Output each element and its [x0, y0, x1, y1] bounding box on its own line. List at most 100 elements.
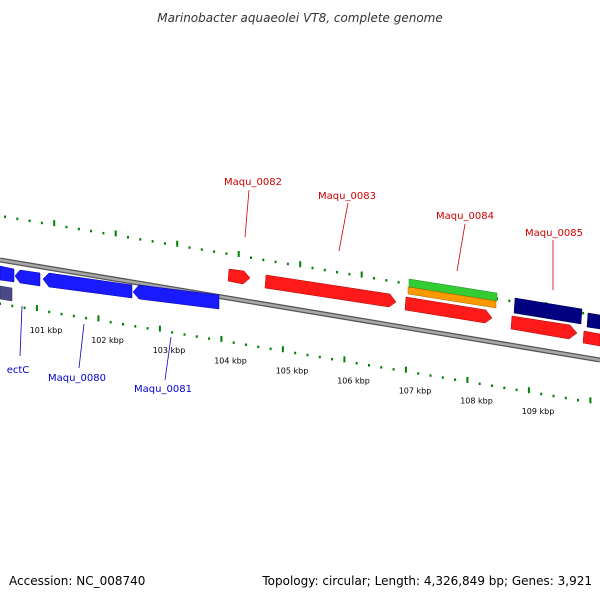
genome-summary-text: Topology: circular; Length: 4,326,849 bp…: [261, 574, 592, 588]
inner-minor-tick: [60, 312, 63, 316]
label-maqu-0084[interactable]: Maqu_0084: [436, 211, 494, 222]
inner-minor-tick: [478, 382, 481, 385]
gene-arrow-blue-ectc[interactable]: [42, 272, 133, 299]
feature-orange[interactable]: [407, 286, 497, 309]
scale-label: 105 kbp: [276, 366, 309, 375]
outer-minor-tick: [102, 231, 105, 235]
scale-label: 102 kbp: [91, 336, 124, 345]
label-ectc[interactable]: ectC: [7, 365, 30, 376]
label-maqu-0080[interactable]: Maqu_0080: [48, 373, 106, 384]
outer-minor-tick: [4, 215, 6, 218]
inner-minor-tick: [146, 327, 149, 330]
gene-dark-blue-2[interactable]: [586, 312, 600, 330]
tick-row-inner: [0, 302, 592, 404]
gene-arrow-blue-2[interactable]: [14, 269, 41, 287]
outer-minor-tick: [336, 270, 339, 274]
inner-major-tick: [97, 315, 100, 322]
label-maqu-0081[interactable]: Maqu_0081: [134, 384, 192, 395]
outer-major-tick: [114, 230, 117, 237]
inner-minor-tick: [355, 362, 358, 365]
inner-minor-tick: [11, 304, 14, 308]
outer-major-tick: [237, 251, 240, 257]
label-maqu-0085[interactable]: Maqu_0085: [525, 228, 583, 239]
inner-minor-tick: [208, 337, 211, 340]
gene-arrow-red-edge[interactable]: [582, 330, 600, 347]
inner-major-tick: [589, 397, 592, 404]
inner-major-tick: [35, 305, 38, 312]
outer-minor-tick: [139, 238, 142, 241]
inner-minor-tick: [392, 368, 395, 371]
gene-arrow-blue-1[interactable]: [0, 265, 15, 283]
inner-minor-tick: [171, 331, 174, 334]
feature-tracks: [407, 278, 600, 330]
inner-minor-tick: [294, 351, 297, 355]
inner-minor-tick: [380, 366, 383, 369]
tick-row-outer: [4, 215, 597, 317]
gene-dark-blue-1[interactable]: [513, 297, 583, 325]
inner-minor-tick: [72, 314, 75, 318]
scale-label: 107 kbp: [399, 387, 432, 396]
outer-minor-tick: [397, 281, 400, 284]
gene-arrow-maqu-0085[interactable]: [510, 315, 578, 340]
scale-label: 106 kbp: [337, 377, 370, 386]
gene-arrow-slate[interactable]: [0, 285, 13, 302]
outer-minor-tick: [262, 258, 265, 262]
outer-minor-tick: [28, 219, 31, 223]
outer-minor-tick: [582, 311, 585, 315]
outer-minor-tick: [225, 252, 228, 255]
inner-major-tick: [527, 387, 530, 394]
outer-minor-tick: [77, 227, 80, 231]
feature-green[interactable]: [408, 278, 498, 302]
label-maqu-0082[interactable]: Maqu_0082: [224, 177, 282, 188]
inner-minor-tick: [85, 316, 88, 320]
outer-major-tick: [360, 271, 363, 278]
outer-minor-tick: [200, 248, 203, 251]
outer-minor-tick: [40, 221, 43, 225]
outer-minor-tick: [151, 240, 154, 243]
outer-minor-tick: [311, 266, 314, 270]
inner-minor-tick: [429, 374, 432, 377]
inner-minor-tick: [441, 376, 444, 379]
inner-minor-tick: [540, 392, 543, 396]
inner-major-tick: [466, 376, 469, 383]
gene-arrow-maqu-0083[interactable]: [264, 274, 397, 308]
label-maqu-0083[interactable]: Maqu_0083: [318, 191, 376, 202]
outer-minor-tick: [373, 277, 375, 280]
outer-minor-tick: [250, 256, 252, 259]
outer-minor-tick: [508, 299, 511, 303]
inner-major-tick: [220, 335, 223, 342]
inner-minor-tick: [257, 345, 260, 349]
inner-major-tick: [281, 346, 284, 353]
inner-major-tick: [343, 356, 346, 363]
inner-major-tick: [404, 366, 407, 373]
outer-minor-tick: [188, 246, 191, 249]
inner-minor-tick: [195, 335, 198, 338]
scale-label: 108 kbp: [460, 397, 493, 406]
inner-major-tick: [158, 325, 161, 332]
outer-minor-tick: [323, 268, 326, 272]
forward-strand-genes: [227, 268, 600, 347]
inner-minor-tick: [503, 386, 506, 390]
scale-label: 104 kbp: [214, 356, 247, 365]
scale-label: 101 kbp: [30, 326, 63, 335]
inner-minor-tick: [331, 357, 334, 361]
gene-labels: Maqu_0082 Maqu_0083 Maqu_0084 Maqu_0085 …: [7, 177, 583, 395]
outer-minor-tick: [65, 225, 68, 229]
genome-backbone: [0, 257, 600, 363]
gene-arrow-maqu-0084[interactable]: [404, 296, 493, 324]
inner-minor-tick: [417, 372, 420, 375]
inner-minor-tick: [48, 310, 51, 314]
reverse-strand-genes: [0, 265, 220, 310]
inner-minor-tick: [0, 302, 1, 305]
gene-arrow-blue-maqu-0080[interactable]: [132, 284, 220, 310]
outer-major-tick: [299, 261, 302, 268]
inner-minor-tick: [515, 388, 518, 392]
inner-minor-tick: [368, 364, 370, 367]
outer-minor-tick: [163, 242, 166, 245]
outer-minor-tick: [286, 262, 289, 266]
inner-minor-tick: [245, 343, 247, 346]
outer-minor-tick: [274, 260, 277, 264]
inner-minor-tick: [491, 384, 493, 387]
gene-arrow-maqu-0082[interactable]: [227, 268, 251, 285]
